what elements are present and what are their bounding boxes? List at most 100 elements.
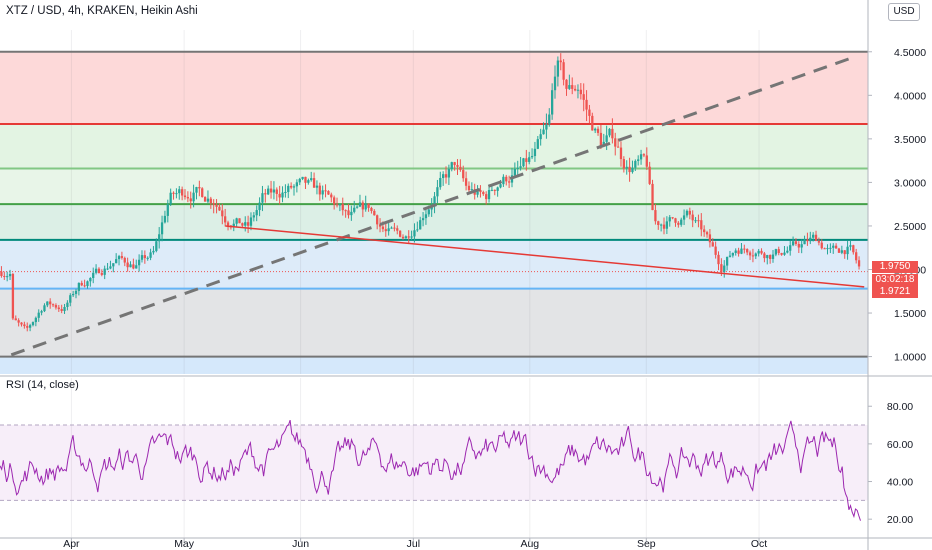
time-axis-ticks: Apr May Jun Jul Aug Sep Oct [63,538,767,550]
candle-body [634,160,637,168]
candle-body [14,318,17,321]
rsi-axis-ticks: 80.00 60.00 40.00 20.00 [868,401,913,526]
candle-body [809,237,812,242]
candle-body [642,154,646,156]
candle-body [37,312,40,318]
candle-body [852,245,855,253]
candle-body [410,236,413,238]
candle-body [786,250,789,253]
candle-body [6,276,9,278]
candle-body [680,219,683,225]
zone-4 [0,239,868,289]
candle-body [393,227,396,229]
candle-body [209,198,212,204]
candle-body [791,241,795,246]
candle-body [507,181,511,183]
candles [0,53,861,332]
candle-body [347,210,350,216]
currency-button[interactable]: USD [888,3,920,21]
candle-body [748,252,752,256]
candle-body [28,325,32,328]
candle-body [149,252,152,258]
candle-body [315,185,319,188]
candle-body [11,274,15,319]
candle-body [857,260,861,267]
candle-body [700,220,703,230]
candle-body [668,217,671,222]
candle-body [525,158,528,162]
candle-body [292,186,296,188]
candle-body [416,229,419,231]
candle-body [723,265,726,272]
time-tick-label: Jun [292,538,309,550]
candle-body [232,223,235,228]
candle-body [69,295,72,303]
candle-body [401,236,405,239]
candle-body [803,239,806,245]
candle-body [324,190,327,192]
candle-body [442,174,445,178]
candle-body [246,222,250,226]
candle-body [249,217,253,226]
candle-body [94,268,98,273]
candle-body [71,293,75,296]
candle-body [66,302,69,307]
candle-body [158,234,161,242]
zone-1 [0,124,868,169]
candle-body [682,215,686,220]
candle-body [576,89,580,91]
candle-body [330,194,333,198]
candle-body [594,128,597,131]
candle-body [92,272,95,278]
candle-body [530,156,534,158]
candle-body [711,242,714,247]
candle-body [327,191,330,195]
candle-body [674,218,677,223]
candle-body [625,166,628,169]
candle-body [596,128,600,133]
candle-body [536,139,539,149]
candle-body [143,255,146,259]
candle-body [146,257,149,259]
candle-body [846,246,849,255]
candle-body [304,176,307,183]
candle-body [568,85,571,89]
candle-body [364,203,367,210]
candle-body [806,239,809,242]
candle-body [771,254,775,259]
second-price-tag: 1.9721 [872,286,918,298]
price-tick-label: 4.5000 [894,47,926,59]
candle-body [264,193,267,195]
countdown-tag: 03:02:18 [872,274,918,286]
candle-body [295,182,299,187]
candle-body [814,234,818,242]
time-tick-label: Aug [520,538,539,550]
candle-body [275,189,278,194]
candle-body [585,99,588,110]
candle-body [83,285,86,287]
candle-body [201,188,204,197]
price-zones [0,51,868,374]
candle-body [74,290,78,294]
candle-body [766,255,769,259]
zone-0 [0,51,868,125]
candle-body [464,178,468,186]
candle-body [398,230,402,237]
candle-body [341,204,344,211]
candle-body [358,202,362,207]
last-price-tag: 1.9750 [872,261,918,273]
trend-lines [10,54,865,357]
candle-body [281,192,284,198]
candle-body [490,189,494,191]
candle-body [571,85,574,89]
candle-body [373,210,376,216]
candle-body [57,307,60,310]
candle-body [215,204,218,207]
candle-body [777,249,780,254]
trend-line-dashed [10,54,858,357]
candle-body [137,259,141,266]
candle-body [754,253,757,257]
candle-body [705,232,709,235]
